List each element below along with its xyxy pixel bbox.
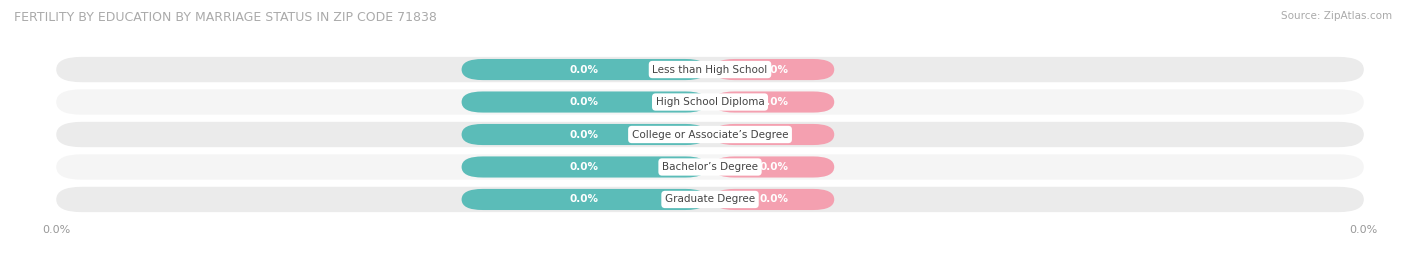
Text: 0.0%: 0.0% — [569, 129, 599, 140]
Text: Graduate Degree: Graduate Degree — [665, 194, 755, 204]
Text: College or Associate’s Degree: College or Associate’s Degree — [631, 129, 789, 140]
Text: Bachelor’s Degree: Bachelor’s Degree — [662, 162, 758, 172]
Text: 0.0%: 0.0% — [759, 162, 789, 172]
Text: 0.0%: 0.0% — [759, 129, 789, 140]
FancyBboxPatch shape — [713, 157, 834, 178]
FancyBboxPatch shape — [713, 189, 834, 210]
FancyBboxPatch shape — [461, 59, 707, 80]
FancyBboxPatch shape — [56, 57, 1364, 82]
Text: 0.0%: 0.0% — [569, 65, 599, 75]
FancyBboxPatch shape — [461, 189, 707, 210]
Text: 0.0%: 0.0% — [759, 194, 789, 204]
Text: 0.0%: 0.0% — [759, 65, 789, 75]
FancyBboxPatch shape — [461, 157, 707, 178]
FancyBboxPatch shape — [713, 124, 834, 145]
Text: Less than High School: Less than High School — [652, 65, 768, 75]
FancyBboxPatch shape — [713, 91, 834, 112]
Text: Source: ZipAtlas.com: Source: ZipAtlas.com — [1281, 11, 1392, 21]
FancyBboxPatch shape — [56, 89, 1364, 115]
Text: 0.0%: 0.0% — [569, 97, 599, 107]
Text: 0.0%: 0.0% — [569, 194, 599, 204]
FancyBboxPatch shape — [56, 122, 1364, 147]
Text: 0.0%: 0.0% — [759, 97, 789, 107]
FancyBboxPatch shape — [56, 187, 1364, 212]
FancyBboxPatch shape — [713, 59, 834, 80]
FancyBboxPatch shape — [461, 124, 707, 145]
Text: High School Diploma: High School Diploma — [655, 97, 765, 107]
FancyBboxPatch shape — [56, 154, 1364, 180]
Text: FERTILITY BY EDUCATION BY MARRIAGE STATUS IN ZIP CODE 71838: FERTILITY BY EDUCATION BY MARRIAGE STATU… — [14, 11, 437, 24]
FancyBboxPatch shape — [461, 91, 707, 112]
Text: 0.0%: 0.0% — [569, 162, 599, 172]
